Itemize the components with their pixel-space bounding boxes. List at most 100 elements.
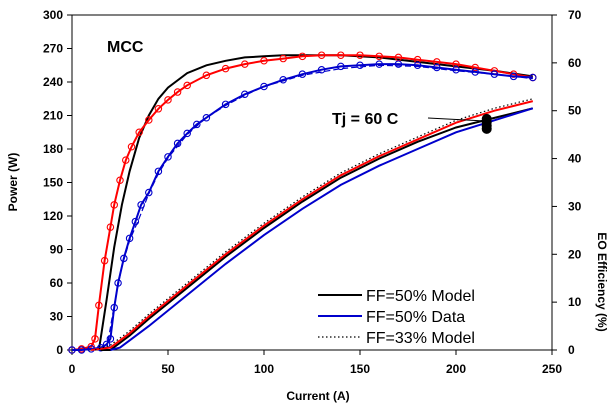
data-point: [260, 82, 268, 91]
y2-tick-label: 30: [568, 199, 582, 213]
series-line: [97, 54, 533, 351]
y2-tick-label: 20: [568, 247, 582, 261]
y2-axis-label: EO Efficiency (%): [595, 232, 609, 331]
data-point: [68, 346, 76, 354]
data-point: [375, 60, 383, 68]
data-point: [116, 176, 124, 185]
data-point: [95, 301, 103, 310]
y-axis-label: Power (W): [6, 153, 20, 212]
series-layer: [68, 51, 537, 354]
y-tick-label: 30: [50, 310, 64, 324]
legend-label: FF=50% Data: [366, 309, 465, 326]
series-line: [100, 107, 534, 351]
y-tick-label: 300: [43, 8, 63, 22]
data-point: [221, 100, 230, 109]
y-tick-label: 270: [43, 42, 63, 56]
annotation-point: [481, 113, 492, 124]
data-point: [413, 61, 422, 69]
data-point: [260, 57, 268, 65]
data-point: [298, 70, 307, 78]
data-point: [221, 64, 230, 73]
legend-label: FF=33% Model: [366, 330, 475, 347]
data-point: [375, 52, 383, 61]
data-point: [131, 217, 140, 226]
data-point: [394, 60, 403, 68]
data-point: [127, 143, 136, 151]
y2-tick-label: 10: [568, 295, 582, 309]
data-point: [317, 65, 326, 74]
data-point: [356, 61, 364, 69]
data-point: [106, 223, 115, 231]
data-point: [110, 201, 118, 209]
data-point: [433, 63, 441, 72]
y-tick-label: 150: [43, 176, 63, 190]
data-point: [193, 120, 201, 129]
data-point: [135, 128, 143, 137]
y2-tick-label: 50: [568, 104, 582, 118]
x-tick-label: 50: [161, 362, 175, 376]
data-point: [452, 60, 460, 68]
annotation-layer: Tj = 60 C: [332, 111, 492, 134]
legend-label: FF=50% Model: [366, 288, 475, 305]
data-point: [122, 156, 130, 164]
y-tick-label: 60: [50, 276, 64, 290]
data-point: [154, 105, 163, 113]
data-point: [337, 51, 345, 59]
y-tick-label: 0: [56, 343, 63, 357]
x-tick-label: 150: [350, 362, 370, 376]
y-tick-label: 240: [43, 75, 63, 89]
data-point: [173, 88, 182, 96]
y2-tick-label: 70: [568, 8, 582, 22]
data-point: [413, 55, 422, 64]
data-point: [137, 201, 145, 209]
y-tick-label: 90: [50, 243, 64, 257]
y-tick-label: 120: [43, 209, 63, 223]
x-axis-label: Current (A): [286, 389, 349, 403]
data-point: [202, 113, 211, 122]
data-point: [106, 335, 115, 343]
y-tick-label: 180: [43, 142, 63, 156]
annotation-leader: [427, 117, 483, 122]
data-point: [337, 62, 345, 71]
data-point: [433, 58, 441, 66]
data-point: [183, 129, 191, 138]
series-line: [71, 54, 533, 351]
y2-tick-label: 40: [568, 152, 582, 166]
data-point: [183, 81, 191, 90]
y2-tick-label: 60: [568, 56, 582, 70]
series-line: [110, 107, 534, 351]
data-point: [241, 60, 249, 68]
data-point: [100, 256, 109, 265]
data-point: [356, 51, 364, 59]
data-point: [164, 96, 172, 104]
axes-layer: 0 50 100 150 200 2500306090120150180210240270…: [43, 8, 582, 376]
data-point: [452, 65, 460, 74]
data-point: [529, 73, 537, 82]
series-line: [72, 63, 533, 351]
data-point: [279, 76, 287, 84]
data-point: [91, 335, 99, 343]
data-point: [145, 116, 153, 124]
series-line: [94, 98, 533, 351]
x-tick-label: 200: [446, 362, 466, 376]
data-point: [471, 63, 479, 72]
data-point: [77, 346, 86, 354]
data-point: [145, 188, 153, 197]
data-point: [298, 52, 307, 61]
data-point: [279, 54, 287, 63]
y-tick-label: 210: [43, 109, 63, 123]
data-point: [317, 51, 326, 59]
x-tick-label: 0: [69, 362, 76, 376]
x-tick-label: 250: [542, 362, 562, 376]
series-line: [106, 64, 533, 351]
data-point: [164, 153, 172, 161]
plot-frame: [71, 14, 553, 351]
chart-title: MCC: [107, 39, 144, 56]
y2-tick-label: 0: [568, 343, 575, 357]
series-line: [91, 100, 534, 351]
x-tick-label: 100: [254, 362, 274, 376]
data-point: [202, 71, 211, 80]
